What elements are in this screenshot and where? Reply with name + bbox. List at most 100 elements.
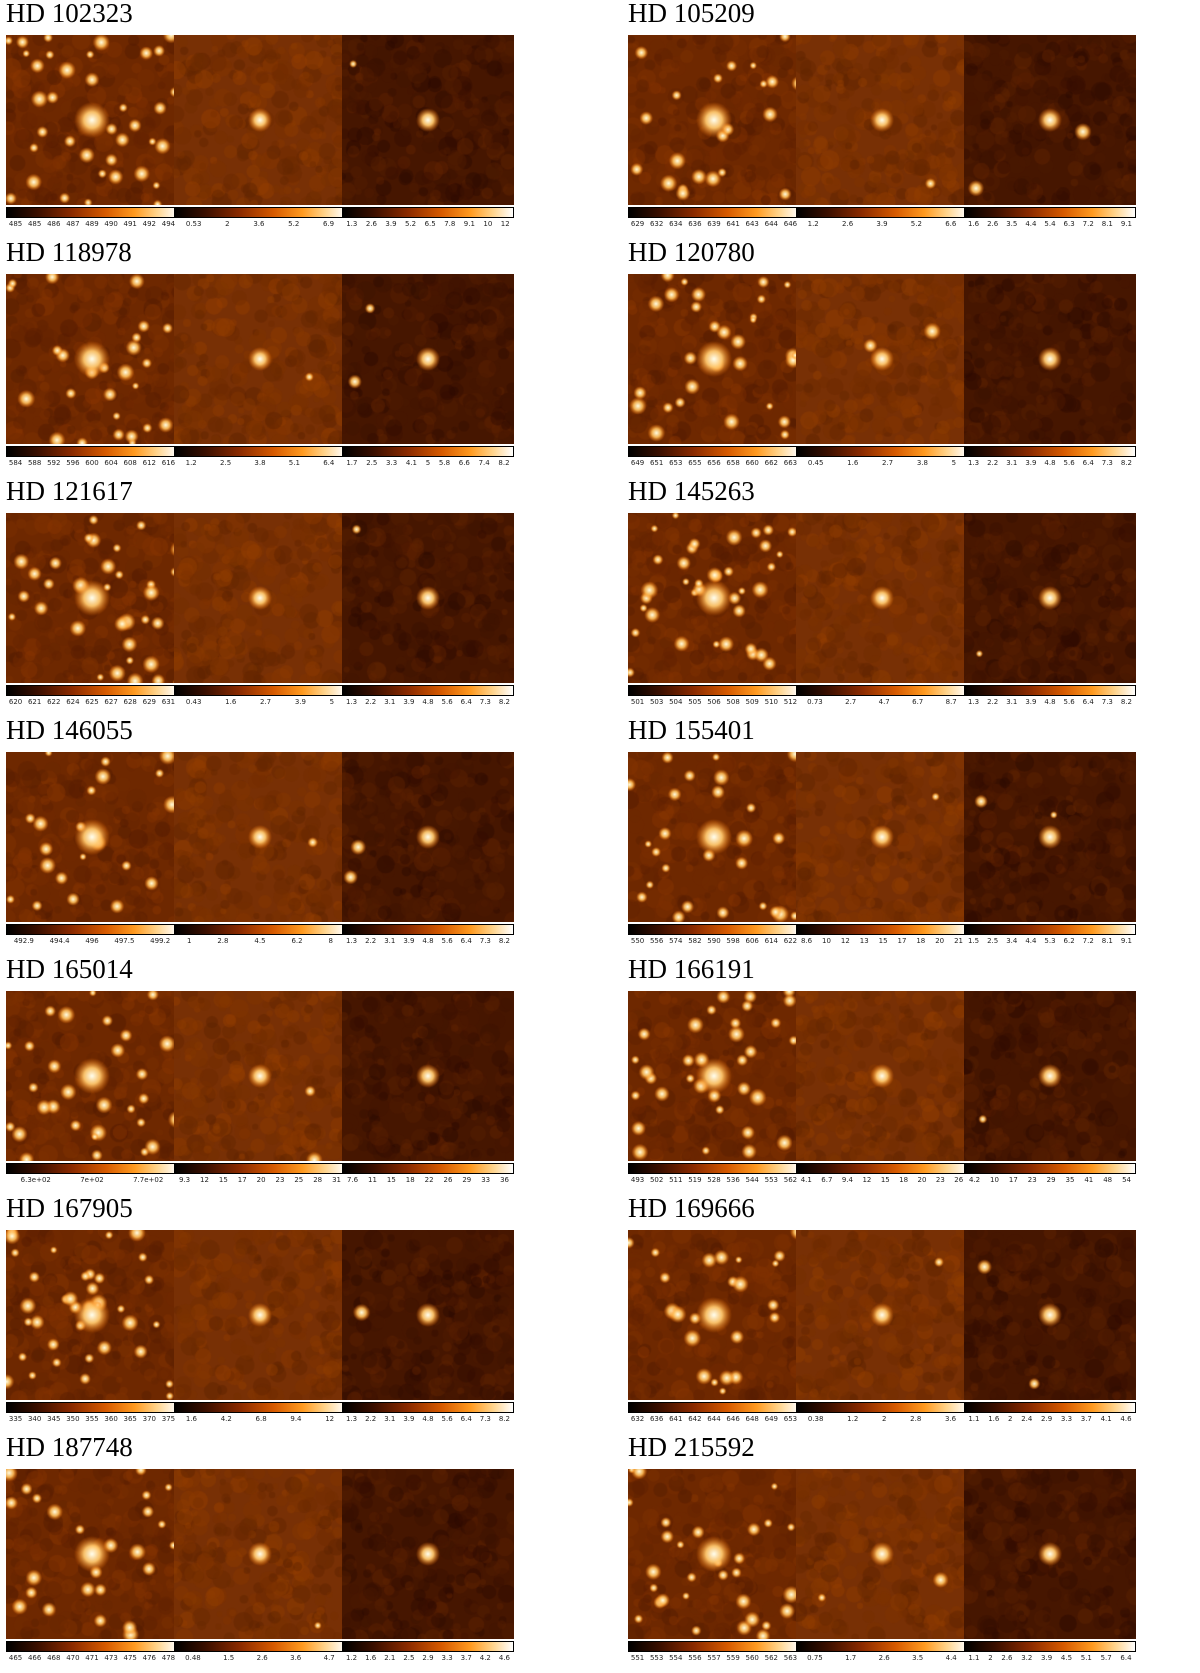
colorbar-tick-label: 2.2 <box>987 459 999 467</box>
star-block: HD 155401 550 556 574 582 590 598 606 614 622 8.6 1… <box>622 715 1162 956</box>
colorbar <box>6 1163 178 1174</box>
colorbar-tick-label: 6.3e+02 <box>20 1176 51 1184</box>
sky-image <box>174 752 346 922</box>
colorbar-tick-label: 3.7 <box>1080 1415 1092 1423</box>
colorbar-tick-label: 17 <box>897 937 907 945</box>
colorbar <box>628 1641 800 1652</box>
colorbar-ticks: 9.3 12 15 17 20 23 25 28 31 <box>174 1175 346 1185</box>
colorbar <box>6 1641 178 1652</box>
colorbar-tick-label: 1.3 <box>345 937 358 945</box>
sky-image <box>964 1230 1136 1400</box>
colorbar <box>342 207 514 218</box>
sky-image <box>174 1469 346 1639</box>
colorbar-tick-label: 7.2 <box>1082 220 1094 228</box>
colorbar-tick-label: 11 <box>368 1176 377 1184</box>
colorbar-ticks: 1.3 2.2 3.1 3.9 4.8 5.6 6.4 7.3 8.2 <box>342 697 514 707</box>
colorbar <box>628 1163 800 1174</box>
colorbar-tick-label: 4.2 <box>479 1654 491 1662</box>
colorbar-tick-label: 649 <box>630 459 645 467</box>
colorbar-tick-label: 6.5 <box>424 220 436 228</box>
colorbar-tick-label: 1.6 <box>847 459 859 467</box>
colorbar-tick-label: 0.45 <box>807 459 824 467</box>
colorbar-tick-label: 4.7 <box>323 1654 335 1662</box>
colorbar-tick-label: 335 <box>8 1415 23 1423</box>
sky-image <box>342 513 514 683</box>
colorbar-tick-label: 4.1 <box>405 459 418 467</box>
colorbar-tick-label: 4.5 <box>254 937 266 945</box>
colorbar-tick-label: 554 <box>669 1654 683 1662</box>
colorbar-tick-label: 636 <box>649 1415 664 1423</box>
colorbar <box>964 446 1136 457</box>
colorbar-tick-label: 35 <box>1065 1176 1075 1184</box>
colorbar-tick-label: 2.2 <box>365 937 377 945</box>
sky-image <box>628 1469 800 1639</box>
colorbar-tick-label: 646 <box>783 220 798 228</box>
colorbar-tick-label: 20 <box>917 1176 927 1184</box>
colorbar-tick-label: 2.2 <box>365 698 377 706</box>
colorbar-tick-label: 26 <box>954 1176 964 1184</box>
colorbar <box>174 685 346 696</box>
star-block: HD 167905 335 340 345 350 355 360 365 370 375 1.6 4… <box>0 1193 540 1434</box>
colorbar-tick-label: 3.9 <box>403 937 415 945</box>
star-name: HD 146055 <box>6 715 133 745</box>
colorbar-tick-label: 658 <box>726 459 740 467</box>
colorbar-tick-label: 641 <box>669 1415 683 1423</box>
colorbar-tick-label: 8.1 <box>1101 220 1113 228</box>
colorbar-tick-label: 487 <box>66 220 80 228</box>
colorbar-tick-label: 23 <box>1027 1176 1037 1184</box>
colorbar-ticks: 1.6 4.2 6.8 9.4 12 <box>174 1414 346 1424</box>
colorbar-tick-label: 22 <box>424 1176 434 1184</box>
colorbar-tick-label: 486 <box>47 220 61 228</box>
colorbar <box>174 924 346 935</box>
colorbar-tick-label: 584 <box>8 459 23 467</box>
colorbar-tick-label: 4.8 <box>422 698 434 706</box>
colorbar <box>342 924 514 935</box>
colorbar-tick-label: 1.3 <box>345 698 358 706</box>
star-name: HD 187748 <box>6 1432 133 1462</box>
colorbar-tick-label: 1.5 <box>223 1654 235 1662</box>
colorbar-tick-label: 4.8 <box>422 937 434 945</box>
colorbar-tick-label: 2.7 <box>881 459 894 467</box>
colorbar-tick-label: 4.6 <box>498 1654 510 1662</box>
colorbar-tick-label: 0.38 <box>807 1415 824 1423</box>
colorbar-tick-label: 491 <box>123 220 137 228</box>
colorbar-tick-label: 625 <box>85 698 99 706</box>
colorbar-tick-label: 468 <box>47 1654 61 1662</box>
colorbar-tick-label: 5.6 <box>1063 459 1075 467</box>
colorbar-tick-label: 653 <box>783 1415 798 1423</box>
colorbar-tick-label: 6.4 <box>460 698 472 706</box>
colorbar-tick-label: 2.9 <box>422 1654 434 1662</box>
colorbar-tick-label: 510 <box>764 698 778 706</box>
colorbar-tick-label: 563 <box>783 1654 798 1662</box>
colorbar-tick-label: 5.4 <box>1044 220 1056 228</box>
colorbar-ticks: 8.6 10 12 13 15 17 18 20 21 <box>796 936 968 946</box>
colorbar-tick-label: 649 <box>764 1415 778 1423</box>
colorbar-tick-label: 490 <box>104 220 118 228</box>
colorbar <box>342 1641 514 1652</box>
colorbar-tick-label: 12 <box>862 1176 872 1184</box>
colorbar-tick-label: 1.6 <box>365 1654 377 1662</box>
colorbar-ticks: 335 340 345 350 355 360 365 370 375 <box>6 1414 178 1424</box>
colorbar-tick-label: 562 <box>764 1654 778 1662</box>
colorbar-tick-label: 2.6 <box>1001 1654 1013 1662</box>
colorbar <box>174 1641 346 1652</box>
colorbar-ticks: 0.45 1.6 2.7 3.8 5 <box>796 458 968 468</box>
colorbar-tick-label: 0.53 <box>185 220 202 228</box>
colorbar-tick-label: 1.7 <box>346 459 358 467</box>
colorbar-tick-label: 1.1 <box>968 1654 980 1662</box>
colorbar-tick-label: 5.6 <box>441 1415 453 1423</box>
colorbar <box>796 1641 968 1652</box>
colorbar-tick-label: 1.2 <box>847 1415 859 1423</box>
colorbar-tick-label: 365 <box>123 1415 137 1423</box>
colorbar-tick-label: 5 <box>329 698 335 706</box>
sky-image <box>174 991 346 1161</box>
colorbar-tick-label: 340 <box>27 1415 42 1423</box>
colorbar-tick-label: 17 <box>237 1176 247 1184</box>
colorbar-tick-label: 3.7 <box>460 1654 472 1662</box>
colorbar-tick-label: 6.4 <box>1082 698 1094 706</box>
star-name: HD 105209 <box>628 0 755 28</box>
colorbar-tick-label: 3.1 <box>1006 459 1018 467</box>
colorbar-tick-label: 470 <box>66 1654 80 1662</box>
colorbar-tick-label: 622 <box>783 937 798 945</box>
colorbar <box>342 1163 514 1174</box>
